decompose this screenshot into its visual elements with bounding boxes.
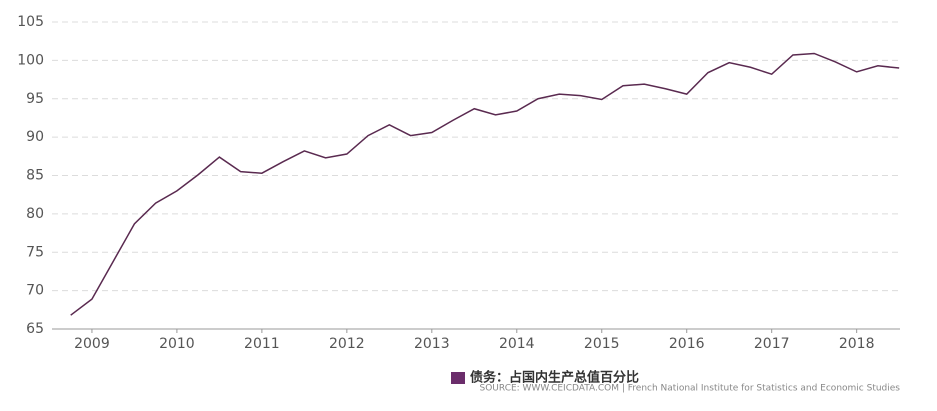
- x-tick-label: 2015: [584, 336, 620, 352]
- data-line: [70, 52, 900, 316]
- y-tick-label: 85: [26, 168, 44, 184]
- y-tick-label: 90: [26, 129, 44, 145]
- x-tick-label: 2010: [159, 336, 195, 352]
- y-tick-label: 70: [26, 283, 44, 299]
- y-tick-label: 65: [26, 321, 44, 337]
- y-tick-label: 100: [17, 52, 44, 68]
- y-tick-label: 95: [26, 91, 44, 107]
- x-tick-label: 2014: [499, 336, 535, 352]
- y-tick-label: 75: [26, 244, 44, 260]
- y-tick-label: 105: [17, 14, 44, 30]
- legend-label: 债务：占国内生产总值百分比: [470, 370, 639, 386]
- x-tick-label: 2013: [414, 336, 450, 352]
- x-tick-label: 2011: [244, 336, 280, 352]
- x-tick-label: 2012: [329, 336, 365, 352]
- legend-swatch: [451, 372, 465, 384]
- y-tick-label: 80: [26, 206, 44, 222]
- x-tick-label: 2018: [839, 336, 875, 352]
- x-tick-label: 2017: [754, 336, 790, 352]
- x-tick-label: 2009: [74, 336, 110, 352]
- source: SOURCE: WWW.CEICDATA.COM | French Nation…: [480, 384, 901, 394]
- x-tick-label: 2016: [669, 336, 705, 352]
